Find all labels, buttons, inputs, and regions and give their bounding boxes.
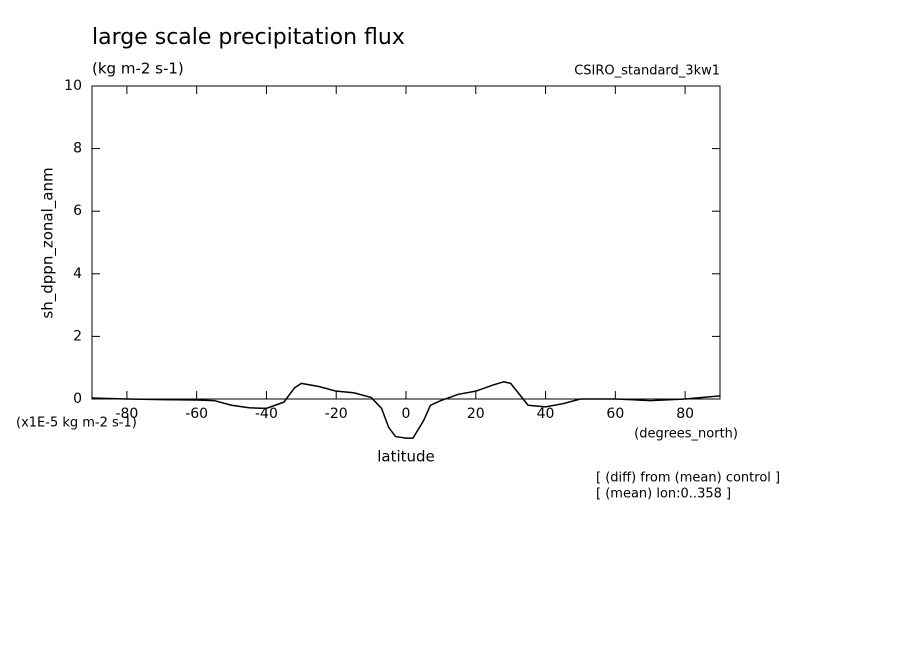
x-axis-label: latitude [377, 448, 435, 466]
y-units: (x1E-5 kg m-2 s-1) [16, 416, 137, 431]
annotation: [ (diff) from (mean) control ] [596, 471, 780, 486]
x-tick-label: -60 [185, 406, 208, 422]
x-tick-label: 40 [537, 406, 555, 422]
x-tick-label: -20 [325, 406, 348, 422]
x-tick-label: 80 [676, 406, 694, 422]
model-label: CSIRO_standard_3kw1 [574, 64, 720, 79]
x-tick-label: 60 [606, 406, 624, 422]
x-tick-label: -80 [115, 406, 138, 422]
annotation: [ (mean) lon:0..358 ] [596, 487, 731, 502]
data-line [91, 381, 721, 439]
x-tick-label: 20 [467, 406, 485, 422]
y-axis-label: sh_dppn_zonal_anm [39, 167, 58, 318]
y-tick-label: 8 [73, 141, 82, 157]
chart-title: large scale precipitation flux [92, 25, 405, 50]
x-tick-label: -40 [255, 406, 278, 422]
x-units: (degrees_north) [634, 427, 738, 442]
y-tick-label: 10 [64, 78, 82, 94]
x-tick-label: 0 [402, 406, 411, 422]
chart-subtitle: (kg m-2 s-1) [92, 60, 184, 78]
y-tick-label: 0 [73, 391, 82, 407]
y-tick-label: 4 [73, 266, 82, 282]
plot-frame [91, 85, 721, 400]
y-tick-label: 2 [73, 328, 82, 344]
y-tick-label: 6 [73, 203, 82, 219]
